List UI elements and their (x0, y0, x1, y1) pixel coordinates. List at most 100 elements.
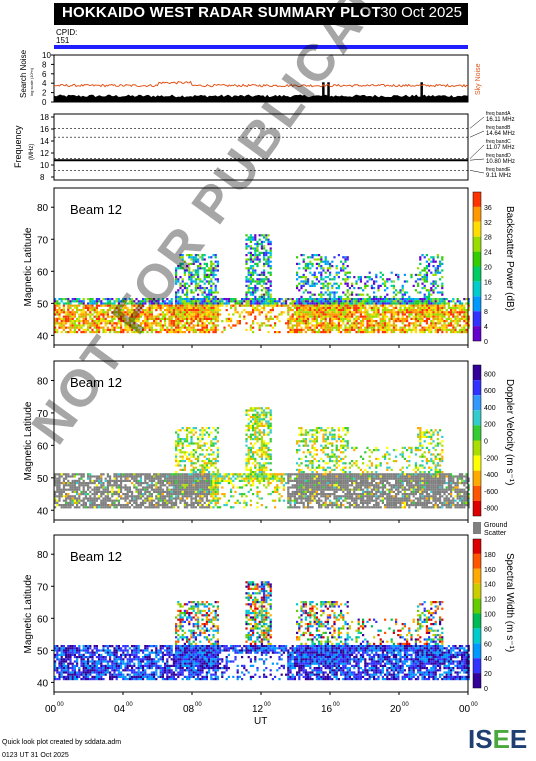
freq-ytick-label: 12 (40, 149, 49, 158)
lat-ytick-label: 50 (37, 474, 49, 485)
noise-ytick-label: 10 (42, 51, 51, 60)
width-panel-colorbar-label: Spectral Width (m s⁻¹) (504, 553, 515, 652)
width-panel-colorbar-tick: 0 (484, 686, 488, 693)
power-panel-colorbar-segment (473, 296, 481, 312)
noise-ytick-label: 4 (42, 79, 47, 88)
plot-title: HOKKAIDO WEST RADAR SUMMARY PLOT (62, 4, 381, 21)
width-panel-colorbar-tick: 120 (484, 597, 496, 604)
width-panel-cells (54, 535, 470, 692)
freq-band-connector (469, 170, 485, 174)
freq-band-label: freq bandB (486, 125, 511, 131)
freq-panel-frame (53, 113, 469, 181)
velocity-panel-colorbar-tick: -200 (484, 455, 498, 462)
velocity-panel-colorbar-tick: -400 (484, 472, 498, 479)
power-panel-colorbar-tick: 0 (484, 339, 488, 346)
width-panel-colorbar-segment (473, 598, 481, 614)
velocity-panel-colorbar-tick: 200 (484, 422, 496, 429)
velocity-panel-cells (54, 361, 470, 520)
lat-ylabel: Magnetic Latitude (23, 574, 34, 653)
power-panel-colorbar-tick: 28 (484, 235, 492, 242)
noise-ytick-label: 6 (42, 70, 47, 79)
isee-logo: ISEE (468, 724, 527, 755)
time-tick-label: 12 (252, 704, 264, 715)
logo-text-a: IS (468, 724, 493, 754)
freq-ylabel: Frequency (13, 125, 23, 168)
freq-band-value: 11.07 MHz (486, 145, 515, 151)
search-noise-spike (322, 82, 325, 102)
lat-ytick-label: 60 (37, 267, 49, 278)
lat-ytick-label: 40 (37, 331, 49, 342)
power-panel-cells (54, 188, 470, 345)
power-panel-colorbar-label: Backscatter Power (dB) (504, 206, 515, 311)
freq-ytick-label: 18 (40, 113, 49, 122)
power-panel-colorbar-frame (472, 191, 482, 342)
power-panel-colorbar-tick: 24 (484, 250, 492, 257)
freq-band-connector (469, 130, 485, 138)
power-panel-colorbar-segment (473, 221, 481, 237)
velocity-panel-colorbar-tick: 600 (484, 388, 496, 395)
freq-ytick-label: 14 (40, 137, 49, 146)
time-tick-sup: 00 (264, 702, 271, 708)
cpid-bar (54, 45, 468, 49)
width-panel-colorbar-tick: 140 (484, 582, 496, 589)
noise-ylabel: Search Noise (19, 49, 28, 98)
velocity-panel-colorbar-tick: 400 (484, 405, 496, 412)
width-panel-colorbar-segment (473, 583, 481, 599)
velocity-panel-colorbar-segment (473, 365, 481, 381)
freq-band-connector (469, 116, 485, 129)
ground-scatter-label-2: Scatter (484, 530, 507, 537)
velocity-panel-colorbar-tick: 800 (484, 371, 496, 378)
time-tick-sup: 00 (126, 702, 133, 708)
velocity-panel-colorbar-tick: -800 (484, 506, 498, 513)
lat-ytick-label: 80 (37, 203, 49, 214)
freq-band-label: freq bandD (486, 153, 511, 159)
footer-timestamp: 0123 UT 31 Oct 2025 (2, 752, 69, 759)
cpid-label: CPID: (56, 28, 78, 37)
time-axis-label: UT (254, 716, 267, 727)
search-noise-area (54, 94, 468, 102)
width-panel-colorbar-segment (473, 628, 481, 644)
time-tick-label: 04 (114, 704, 126, 715)
lat-ytick-label: 80 (37, 550, 49, 561)
power-panel-colorbar-tick: 16 (484, 279, 492, 286)
power-panel-colorbar-tick: 4 (484, 324, 488, 331)
power-panel-colorbar-tick: 36 (484, 205, 492, 212)
time-tick-sup: 00 (333, 702, 340, 708)
noise-ytick-label: 8 (42, 60, 47, 69)
lat-ytick-label: 70 (37, 235, 49, 246)
lat-ytick-label: 50 (37, 299, 49, 310)
search-noise-spike (420, 82, 423, 102)
lat-ytick-label: 70 (37, 582, 49, 593)
width-panel-colorbar-tick: 80 (484, 626, 492, 633)
velocity-panel-colorbar-segment (473, 425, 481, 441)
lat-ytick-label: 60 (37, 614, 49, 625)
width-panel-colorbar-segment (473, 568, 481, 584)
time-tick-label: 20 (390, 704, 402, 715)
velocity-panel-colorbar-segment (473, 500, 481, 516)
footer-credit: Quick look plot created by sddata.adm (2, 739, 122, 746)
velocity-panel-colorbar-segment (473, 380, 481, 396)
width-panel-colorbar-tick: 60 (484, 641, 492, 648)
power-panel-colorbar-segment (473, 206, 481, 222)
power-panel-colorbar-segment (473, 281, 481, 297)
velocity-panel-colorbar-segment (473, 410, 481, 426)
freq-band-value: 16.11 MHz (486, 117, 515, 123)
logo-text-c: E (509, 724, 528, 754)
noise-ytick-label: 0 (42, 98, 47, 107)
sky-noise-label: Sky Noise (475, 63, 482, 95)
noise-ylabel-sub: log scale (10^n) (29, 67, 34, 96)
power-panel-colorbar-segment (473, 192, 481, 207)
lat-ylabel: Magnetic Latitude (23, 401, 34, 480)
power-panel-colorbar-segment (473, 311, 481, 327)
width-panel-colorbar-frame (472, 538, 482, 689)
velocity-panel-colorbar-label: Doppler Velocity (m s⁻¹) (504, 379, 515, 485)
time-tick-label: 08 (183, 704, 195, 715)
width-panel-colorbar-segment (473, 658, 481, 674)
lat-ytick-label: 40 (37, 506, 49, 517)
velocity-panel-colorbar-segment (473, 395, 481, 411)
sky-noise-line (53, 80, 469, 88)
freq-ytick-label: 8 (40, 173, 45, 182)
beam-label: Beam 12 (70, 375, 122, 390)
beam-label: Beam 12 (70, 549, 122, 564)
plot-date: 30 Oct 2025 (380, 4, 462, 21)
